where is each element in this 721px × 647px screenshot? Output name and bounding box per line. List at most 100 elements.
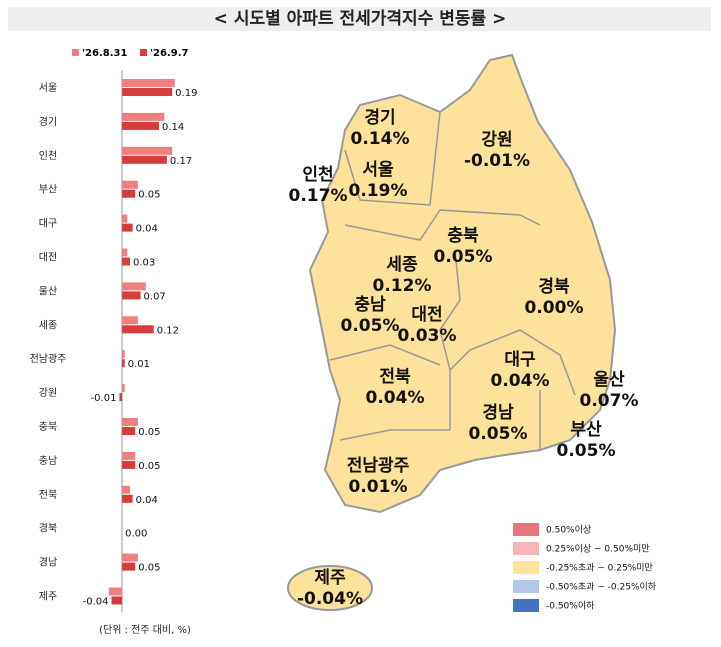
region-name: 울산 — [593, 370, 625, 390]
region-value: 0.04% — [366, 388, 425, 408]
region-name: 충남 — [354, 295, 386, 315]
value-label: 0.05 — [138, 461, 160, 472]
bar — [122, 460, 136, 469]
bar — [122, 223, 133, 232]
bar — [122, 180, 138, 189]
map-legend-swatch — [513, 580, 539, 593]
bar — [122, 316, 138, 325]
category-label: 전남광주 — [30, 353, 67, 365]
category-label: 충남 — [39, 455, 57, 467]
map-legend-swatch — [513, 523, 539, 536]
region-name: 대구 — [504, 350, 536, 370]
map-legend-label: -0.50%초과 ~ -0.25%이하 — [546, 582, 657, 593]
bar — [122, 562, 136, 571]
region-name: 제주 — [314, 568, 346, 588]
category-label: 경기 — [39, 115, 57, 128]
value-label: -0.04 — [83, 597, 109, 608]
map-legend-swatch — [513, 561, 539, 574]
bar — [122, 291, 141, 300]
category-label: 전북 — [39, 489, 57, 501]
bar — [119, 393, 123, 402]
category-label: 세종 — [39, 319, 57, 331]
region-name: 전북 — [379, 367, 411, 387]
value-label: 0.04 — [136, 495, 158, 506]
map-legend-swatch — [513, 599, 539, 612]
bar — [122, 359, 125, 368]
category-label: 대전 — [39, 252, 57, 264]
value-label: 0.07 — [144, 291, 166, 302]
region-name: 인천 — [302, 165, 333, 185]
bar — [122, 248, 128, 257]
title-box — [8, 7, 711, 31]
unit-note: (단위 : 전주 대비, %) — [99, 623, 191, 636]
bar — [108, 587, 123, 596]
category-label: 부산 — [39, 184, 57, 196]
bar — [122, 282, 146, 291]
category-label: 대구 — [39, 218, 57, 230]
region-value: 0.05% — [557, 441, 616, 461]
bar — [122, 384, 125, 393]
category-label: 제주 — [39, 591, 57, 603]
bar — [122, 88, 173, 96]
region-name: 충북 — [447, 226, 479, 246]
bar — [122, 350, 125, 359]
bar — [122, 155, 167, 164]
region-name: 부산 — [570, 420, 602, 440]
region-name: 세종 — [386, 255, 418, 275]
bar — [122, 485, 130, 494]
region-name: 경남 — [482, 403, 514, 423]
bar — [122, 79, 175, 87]
region-value: 0.12% — [373, 276, 432, 296]
region-value: 0.05% — [434, 247, 493, 267]
region-name: 대전 — [411, 305, 442, 325]
bar — [122, 257, 130, 266]
value-label: 0.00 — [125, 529, 147, 540]
region-value: 0.17% — [289, 186, 348, 206]
region-value: 0.00% — [525, 298, 584, 318]
category-label: 경남 — [39, 556, 57, 569]
bar — [122, 325, 154, 334]
bar — [122, 427, 136, 435]
bar — [122, 494, 133, 503]
category-label: 서울 — [39, 82, 57, 94]
region-value: 0.05% — [341, 316, 400, 336]
region-value: 0.04% — [491, 371, 550, 391]
value-label: 0.01 — [128, 359, 150, 370]
region-name: 전남광주 — [347, 456, 410, 476]
region-name: 강원 — [481, 130, 512, 150]
region-value: 0.07% — [580, 391, 639, 411]
region-name: 서울 — [362, 160, 394, 180]
bar — [122, 121, 159, 130]
region-name: 경북 — [538, 277, 570, 297]
region-value: 0.14% — [351, 129, 410, 149]
chart-title: < 시도별 아파트 전세가격지수 변동률 > — [214, 9, 507, 29]
region-name: 경기 — [364, 108, 395, 128]
category-label: 충북 — [39, 421, 57, 433]
map-legend-label: -0.50%이하 — [546, 601, 595, 612]
legend-swatch — [72, 49, 79, 56]
value-label: 0.05 — [138, 190, 160, 201]
map — [287, 53, 617, 611]
value-label: 0.12 — [157, 325, 179, 336]
bar — [111, 596, 123, 605]
value-label: 0.17 — [170, 156, 192, 167]
value-label: 0.03 — [133, 258, 155, 269]
region-value: 0.19% — [349, 181, 408, 201]
value-label: 0.14 — [162, 122, 184, 133]
map-legend-label: 0.50%이상 — [546, 525, 591, 536]
bar — [122, 214, 128, 223]
region-borders — [329, 111, 576, 450]
category-label: 강원 — [39, 387, 57, 399]
region-value: -0.01% — [464, 151, 530, 171]
bar — [122, 451, 136, 460]
category-label: 경북 — [39, 522, 57, 535]
value-label: 0.05 — [138, 427, 160, 438]
legend-swatch — [140, 49, 147, 56]
jeju-island — [287, 565, 373, 611]
value-label: 0.05 — [138, 563, 160, 574]
region-value: 0.05% — [469, 424, 528, 444]
map-legend-swatch — [513, 542, 539, 555]
bar — [122, 112, 165, 121]
region-value: 0.03% — [398, 326, 457, 346]
bar — [122, 146, 173, 155]
